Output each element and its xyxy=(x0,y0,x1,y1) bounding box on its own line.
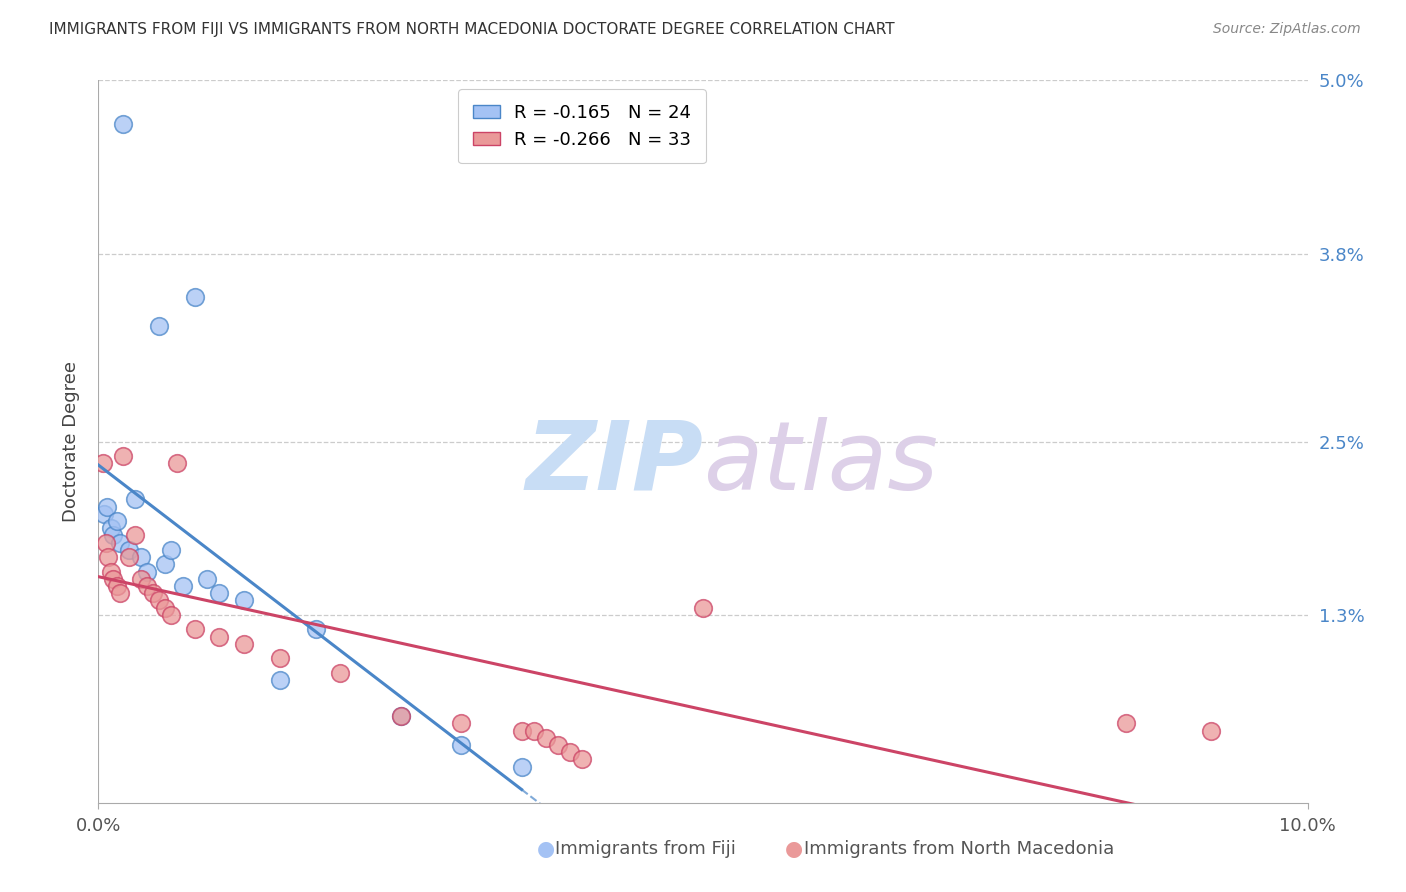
Point xyxy=(160,542,183,557)
Point xyxy=(96,500,118,514)
Point xyxy=(208,630,231,644)
Point xyxy=(93,507,115,521)
Text: ZIP: ZIP xyxy=(524,417,703,509)
Point xyxy=(101,528,124,542)
Text: IMMIGRANTS FROM FIJI VS IMMIGRANTS FROM NORTH MACEDONIA DOCTORATE DEGREE CORRELA: IMMIGRANTS FROM FIJI VS IMMIGRANTS FROM … xyxy=(49,22,894,37)
Point xyxy=(148,593,170,607)
Text: Immigrants from North Macedonia: Immigrants from North Macedonia xyxy=(804,840,1115,858)
Point xyxy=(105,514,128,528)
Point xyxy=(184,623,207,637)
Point xyxy=(558,745,581,759)
Text: Immigrants from Fiji: Immigrants from Fiji xyxy=(555,840,737,858)
Point xyxy=(124,528,146,542)
Point xyxy=(124,492,146,507)
Point xyxy=(269,651,291,665)
Point xyxy=(129,572,152,586)
Point xyxy=(269,673,291,687)
Point xyxy=(105,579,128,593)
Point xyxy=(100,521,122,535)
Y-axis label: Doctorate Degree: Doctorate Degree xyxy=(62,361,80,522)
Point xyxy=(153,600,176,615)
Text: ●: ● xyxy=(786,839,803,859)
Point xyxy=(232,637,254,651)
Point xyxy=(135,579,157,593)
Point xyxy=(135,565,157,579)
Point xyxy=(111,117,134,131)
Text: ●: ● xyxy=(537,839,554,859)
Point xyxy=(160,607,183,622)
Point xyxy=(172,579,194,593)
Point xyxy=(450,738,472,752)
Point xyxy=(232,593,254,607)
Point xyxy=(389,709,412,723)
Point xyxy=(389,709,412,723)
Point xyxy=(148,318,170,333)
Point xyxy=(510,723,533,738)
Point xyxy=(111,449,134,463)
Point xyxy=(1199,723,1222,738)
Point xyxy=(142,586,165,600)
Point xyxy=(101,572,124,586)
Text: Source: ZipAtlas.com: Source: ZipAtlas.com xyxy=(1213,22,1361,37)
Legend: R = -0.165   N = 24, R = -0.266   N = 33: R = -0.165 N = 24, R = -0.266 N = 33 xyxy=(458,89,706,163)
Point xyxy=(510,760,533,774)
Point xyxy=(547,738,569,752)
Point xyxy=(1115,716,1137,731)
Point xyxy=(91,456,114,470)
Point xyxy=(97,550,120,565)
Point xyxy=(534,731,557,745)
Point xyxy=(166,456,188,470)
Point xyxy=(108,535,131,549)
Text: atlas: atlas xyxy=(703,417,938,509)
Point xyxy=(129,550,152,565)
Point xyxy=(118,550,141,565)
Point xyxy=(195,572,218,586)
Point xyxy=(184,290,207,304)
Point xyxy=(108,586,131,600)
Point xyxy=(100,565,122,579)
Point xyxy=(450,716,472,731)
Point xyxy=(118,542,141,557)
Point xyxy=(571,752,593,766)
Point xyxy=(523,723,546,738)
Point xyxy=(208,586,231,600)
Point xyxy=(329,665,352,680)
Point xyxy=(692,600,714,615)
Point xyxy=(153,558,176,572)
Point xyxy=(305,623,328,637)
Point xyxy=(94,535,117,549)
